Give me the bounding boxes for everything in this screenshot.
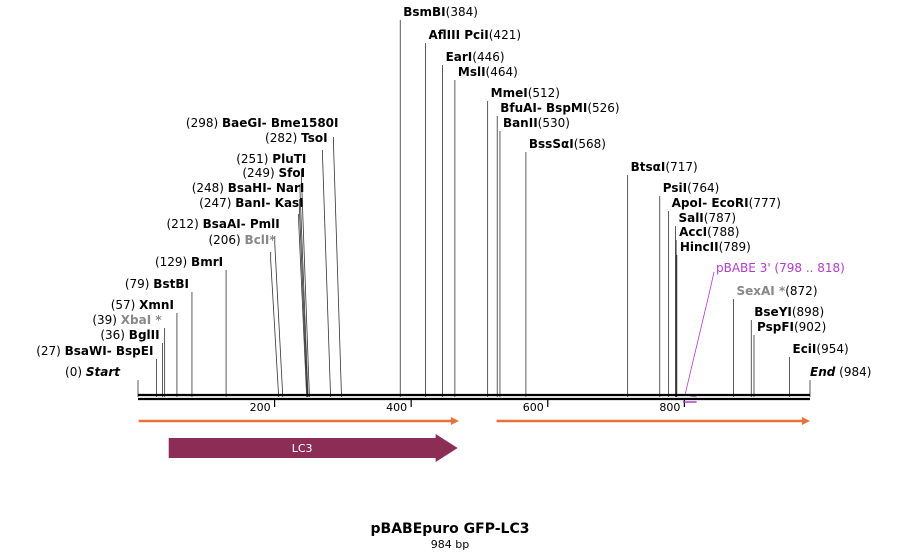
map-title: pBABEpuro GFP-LC3	[371, 521, 530, 537]
site-label: (79) BstBI	[125, 277, 189, 291]
site-label: BanII(530)	[503, 116, 570, 130]
site-label: pBABE 3' (798 .. 818)	[716, 261, 845, 275]
site-leader	[274, 236, 284, 398]
site-leader	[301, 169, 310, 398]
tick-label: 600	[523, 401, 544, 414]
orf-arrow-head	[450, 417, 459, 425]
site-label: AccI(788)	[679, 225, 739, 239]
site-label: (39) XbaI *	[92, 313, 162, 327]
site-label: MslI(464)	[458, 65, 518, 79]
site-label: (57) XmnI	[111, 298, 174, 312]
site-label: (251) PluTI	[236, 152, 306, 166]
site-label: EciI(954)	[793, 342, 849, 356]
site-label: (212) BsaAI- PmlI	[166, 217, 279, 231]
site-label: (27) BsaWI- BspEI	[36, 344, 153, 358]
site-label: PspFI(902)	[757, 320, 826, 334]
site-labels: BsmBI(384) AflIII PciI(421) EarI(446)MslI(…	[36, 5, 871, 379]
site-label: BtsαI(717)	[631, 160, 698, 174]
site-leader	[333, 137, 342, 398]
site-leader	[298, 214, 308, 398]
site-label: (36) BglII	[100, 328, 159, 342]
site-label: MmeI(512)	[491, 86, 560, 100]
site-label: SexAI *(872)	[737, 284, 818, 298]
features: LC3	[138, 401, 810, 462]
site-leader	[322, 150, 331, 398]
site-leader	[270, 252, 280, 398]
site-label: (248) BsaHI- NarI	[192, 181, 305, 195]
tick-label: 400	[386, 401, 407, 414]
site-leader	[298, 199, 308, 398]
site-label: (247) BanI- KasI	[199, 196, 304, 210]
orf-arrow-head	[802, 417, 810, 425]
site-label: (129) BmrI	[155, 255, 223, 269]
site-label: ApoI- EcoRI(777)	[672, 196, 781, 210]
site-label: AflIII PciI(421)	[429, 28, 522, 42]
position-ticks: 200 400 600 800	[250, 400, 685, 414]
site-label: BsmBI(384)	[403, 5, 478, 19]
map-length: 984 bp	[431, 538, 469, 551]
site-leader	[299, 184, 309, 398]
site-label: HincII(789)	[680, 240, 751, 254]
tick-label: 800	[659, 401, 680, 414]
site-label: End (984)	[810, 365, 871, 379]
site-label: EarI(446)	[446, 50, 505, 64]
tick-label: 200	[250, 401, 271, 414]
site-label: (206) BclI*	[208, 233, 276, 247]
site-label: (298) BaeGI- Bme1580I	[186, 116, 339, 130]
lc3-feature-arrow	[168, 434, 458, 462]
site-label: BfuAI- BspMI(526)	[500, 101, 619, 115]
site-label: PsiI(764)	[663, 181, 720, 195]
site-leader-lines	[137, 20, 811, 398]
site-label: (249) SfoI	[242, 166, 305, 180]
sequence-backbone	[138, 393, 810, 401]
site-label: (0) Start	[65, 365, 121, 379]
site-label: SalI(787)	[678, 211, 736, 225]
feature-label: LC3	[292, 442, 313, 455]
site-label: (282) TsoI	[265, 131, 328, 145]
site-label: BssSαI(568)	[529, 137, 606, 151]
site-label: BseYI(898)	[754, 305, 824, 319]
site-leader	[684, 271, 715, 398]
